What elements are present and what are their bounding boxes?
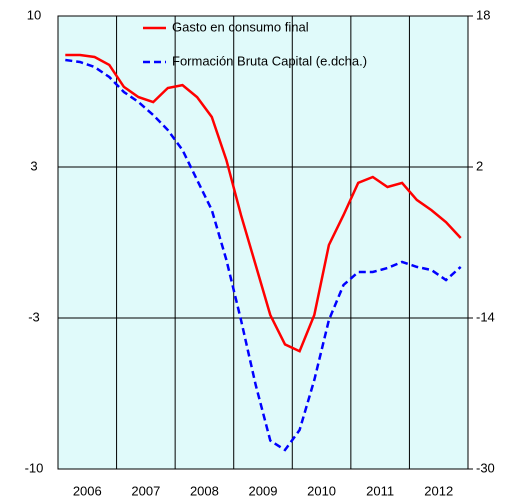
y-tick-label: -3 bbox=[28, 309, 40, 324]
plot-border bbox=[57, 15, 469, 470]
series-line bbox=[65, 53, 462, 353]
y-tick-label: 3 bbox=[30, 158, 37, 173]
y2-tick-label: 2 bbox=[476, 158, 483, 173]
x-tick-label: 2006 bbox=[73, 483, 102, 498]
legend-label: Formación Bruta Capital (e.dcha.) bbox=[172, 53, 367, 68]
x-tick-label: 2010 bbox=[307, 483, 336, 498]
y2-tick-label: -30 bbox=[476, 460, 495, 475]
x-tick-label: 2007 bbox=[131, 483, 160, 498]
plot-area bbox=[58, 16, 468, 469]
x-tick-label: 2009 bbox=[249, 483, 278, 498]
x-tick-label: 2012 bbox=[424, 483, 453, 498]
y2-tick-label: 18 bbox=[476, 7, 490, 22]
x-tick-label: 2008 bbox=[190, 483, 219, 498]
y-tick-label: -10 bbox=[25, 460, 44, 475]
series-line bbox=[65, 58, 462, 452]
y2-tick-label: -14 bbox=[476, 309, 495, 324]
y-tick-label: 10 bbox=[27, 7, 41, 22]
legend-label: Gasto en consumo final bbox=[172, 19, 309, 34]
x-tick-label: 2011 bbox=[366, 483, 394, 498]
